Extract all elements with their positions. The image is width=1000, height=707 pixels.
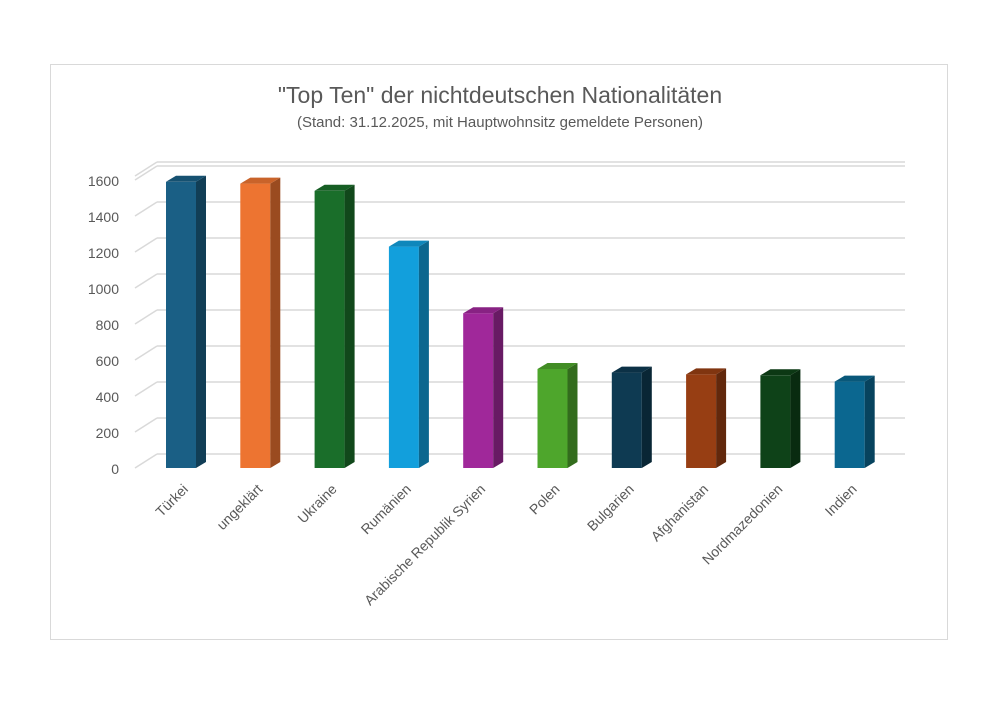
bar-front: [686, 374, 717, 468]
bar: [834, 375, 875, 468]
gridline-depth: [134, 165, 158, 181]
x-tick-label: Polen: [526, 481, 563, 518]
bar-side: [418, 240, 429, 468]
x-tick-label: Türkei: [152, 481, 191, 520]
bar-top: [463, 307, 504, 314]
bar-top: [834, 375, 875, 382]
bar-top: [166, 175, 206, 182]
bar-front: [834, 381, 865, 468]
bar-side: [567, 363, 578, 468]
gridline-depth: [134, 273, 158, 289]
gridline-depth: [134, 309, 158, 325]
bar: [240, 177, 281, 468]
bar-top: [686, 368, 727, 375]
gridline-depth: [134, 201, 158, 217]
x-tick-label: Afghanistan: [648, 481, 712, 545]
x-tick-label: ungeklärt: [213, 481, 265, 533]
chart-title: "Top Ten" der nichtdeutschen Nationalitä…: [277, 82, 723, 108]
x-tick-label: Bulgarien: [584, 481, 637, 534]
bars: [166, 175, 875, 469]
bar-top: [537, 363, 578, 369]
bar-front: [611, 372, 642, 468]
bar: [166, 175, 206, 469]
y-axis: 0 200 400 600 800 1000 1200 1400 1600: [88, 173, 119, 477]
bar-side: [716, 368, 727, 468]
y-tick-label: 200: [96, 425, 120, 441]
bar-front: [166, 181, 196, 469]
x-tick-label: Indien: [822, 481, 860, 519]
x-tick-label: Rumänien: [358, 481, 414, 537]
x-tick-label: Arabische Republik Syrien: [361, 481, 488, 608]
chart-subtitle: (Stand: 31.12.2025, mit Hauptwohnsitz ge…: [296, 114, 704, 131]
bar-front: [760, 375, 791, 468]
bar-side: [493, 307, 504, 468]
gridline-depth: [134, 237, 158, 253]
x-axis: Türkei ungeklärt Ukraine RumänienArabische …: [152, 481, 860, 609]
x-tick-label: Ukraine: [294, 481, 340, 527]
gridline-depth: [134, 381, 158, 397]
x-tick-label: Nordmazedonien: [699, 481, 786, 568]
y-tick-label: 600: [96, 353, 120, 369]
gridline-depth: [134, 453, 158, 469]
bar: [686, 368, 727, 468]
gridline-depth: [134, 345, 158, 361]
y-tick-label: 1600: [88, 173, 119, 189]
bar: [388, 240, 429, 468]
bar-top: [611, 366, 652, 373]
bar-side: [641, 366, 652, 468]
bar-front: [463, 313, 494, 468]
bar-front: [537, 369, 568, 468]
bar: [463, 307, 504, 468]
bar-side: [196, 175, 206, 469]
bar: [760, 369, 801, 468]
y-tick-label: 1200: [88, 245, 119, 261]
bar-front: [240, 183, 271, 468]
bar-front: [314, 190, 345, 469]
bar-side: [864, 375, 875, 468]
bar-top: [760, 369, 801, 376]
y-tick-label: 1000: [88, 281, 119, 297]
y-tick-label: 0: [111, 461, 119, 477]
y-tick-label: 800: [96, 317, 120, 333]
bar-top: [388, 240, 429, 247]
bar-top: [240, 177, 281, 184]
bar-front: [388, 246, 419, 468]
gridline-depth: [134, 417, 158, 433]
bar-side: [790, 369, 801, 468]
y-tick-label: 1400: [88, 209, 119, 225]
bar-top: [314, 184, 355, 191]
bar-side: [270, 177, 281, 468]
bar: [537, 363, 578, 468]
bar: [314, 184, 355, 469]
y-tick-label: 400: [96, 389, 120, 405]
bar: [611, 366, 652, 468]
bar-side: [344, 184, 355, 469]
gridline-depth: [134, 161, 158, 177]
